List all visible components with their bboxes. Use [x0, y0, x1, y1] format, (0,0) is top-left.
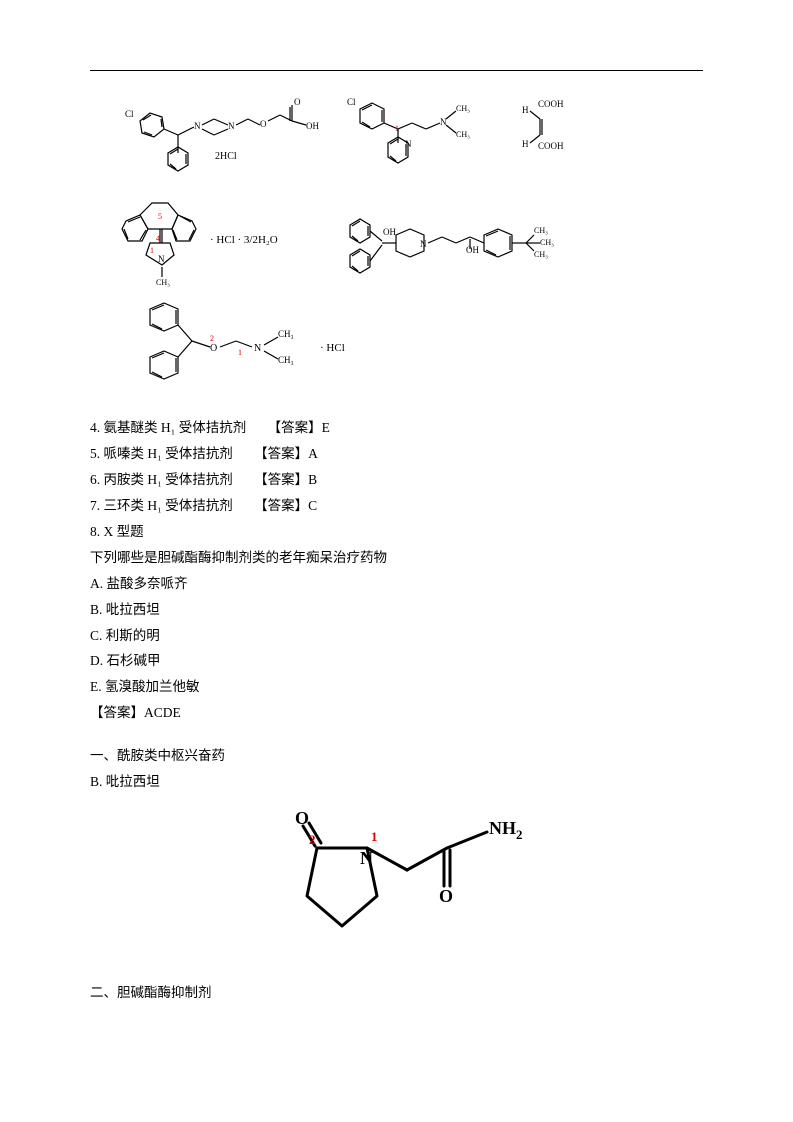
- svg-text:O: O: [210, 343, 217, 354]
- option-text: 盐酸多奈哌齐: [107, 576, 188, 591]
- answer-value: ACDE: [144, 705, 181, 720]
- piracetam-O2: O: [439, 886, 453, 906]
- question-8-header: 8. X 型题: [90, 521, 703, 544]
- svg-text:O: O: [260, 119, 267, 129]
- piracetam-NH: NH: [489, 818, 516, 838]
- q-text: 氨基醚类 H₁ 受体拮抗剂: [104, 420, 247, 435]
- q8-option-e: E. 氢溴酸加兰他敏: [90, 676, 703, 699]
- option-text: 吡拉西坦: [106, 774, 160, 789]
- answer-label: 【答案】: [254, 446, 308, 461]
- answer-label: 【答案】: [254, 472, 308, 487]
- q8-option-d: D. 石杉碱甲: [90, 650, 703, 673]
- header-rule: [90, 70, 703, 71]
- answer-label: 【答案】: [268, 420, 322, 435]
- svg-text:OH: OH: [306, 121, 319, 131]
- svg-text:H: H: [522, 139, 529, 149]
- svg-text:H: H: [522, 105, 529, 115]
- svg-text:NH2: NH2: [489, 818, 523, 842]
- struct1-salt-label: 2HCl: [215, 151, 237, 162]
- piracetam-svg: O O N NH2 1 2: [267, 808, 527, 958]
- q-text: 丙胺类 H₁ 受体拮抗剂: [104, 472, 233, 487]
- question-6: 6. 丙胺类 H₁ 受体拮抗剂 【答案】B: [90, 469, 703, 492]
- piracetam-pos1: 1: [371, 829, 378, 844]
- answer-value: A: [308, 446, 318, 461]
- q-num: 8.: [90, 524, 100, 539]
- q-type: X 型题: [104, 524, 144, 539]
- option-label: A.: [90, 576, 103, 591]
- q-num: 6.: [90, 472, 100, 487]
- svg-text:1: 1: [150, 246, 154, 255]
- question-7: 7. 三环类 H₁ 受体拮抗剂 【答案】C: [90, 495, 703, 518]
- option-text: 利斯的明: [106, 628, 160, 643]
- section-2-title: 二、胆碱酯酶抑制剂: [90, 982, 703, 1005]
- question-5: 5. 哌嗪类 H₁ 受体拮抗剂 【答案】A: [90, 443, 703, 466]
- chem-structures-block: Cl N N O: [120, 91, 703, 403]
- svg-text:CH₃: CH₃: [534, 226, 548, 235]
- svg-text:5: 5: [158, 212, 162, 221]
- svg-text:CH₃: CH₃: [540, 238, 554, 247]
- svg-text:OH: OH: [466, 245, 479, 255]
- struct5-salt: · HCl: [320, 342, 345, 354]
- chem-row-3: O 2 1 N CH₃ CH₃ · HCl: [120, 299, 440, 399]
- option-text: 石杉碱甲: [107, 653, 161, 668]
- q8-option-a: A. 盐酸多奈哌齐: [90, 573, 703, 596]
- option-label: D.: [90, 653, 103, 668]
- svg-text:N: N: [228, 121, 235, 131]
- questions-list: 4. 氨基醚类 H₁ 受体拮抗剂 【答案】E 5. 哌嗪类 H₁ 受体拮抗剂 【…: [90, 417, 703, 725]
- maleate-bot: COOH: [538, 141, 564, 151]
- svg-text:OH: OH: [383, 227, 396, 237]
- answer-value: C: [308, 498, 317, 513]
- svg-text:N: N: [158, 254, 165, 264]
- q-num: 5.: [90, 446, 100, 461]
- option-label: B.: [90, 774, 102, 789]
- svg-text:Cl: Cl: [125, 109, 134, 119]
- question-8-stem: 下列哪些是胆碱酯酶抑制剂类的老年痴呆治疗药物: [90, 547, 703, 570]
- svg-text:4: 4: [156, 234, 160, 243]
- svg-text:CH₃: CH₃: [278, 329, 294, 339]
- section-1-option: B. 吡拉西坦: [90, 771, 703, 794]
- svg-text:CH₃: CH₃: [156, 278, 170, 287]
- q8-option-c: C. 利斯的明: [90, 625, 703, 648]
- q8-option-b: B. 吡拉西坦: [90, 599, 703, 622]
- answer-value: B: [308, 472, 317, 487]
- answer-label: 【答案】: [90, 705, 144, 720]
- svg-text:1: 1: [238, 348, 242, 357]
- q8-answer: 【答案】ACDE: [90, 702, 703, 725]
- struct3-salt: · HCl · 3/2H₂O: [210, 234, 278, 246]
- svg-text:2: 2: [210, 334, 214, 343]
- maleate-top: COOH: [538, 99, 564, 109]
- q-text: 三环类 H₁ 受体拮抗剂: [104, 498, 233, 513]
- section-1-title: 一、酰胺类中枢兴奋药: [90, 745, 703, 768]
- piracetam-N: N: [360, 848, 373, 868]
- svg-text:CH₃: CH₃: [456, 104, 470, 113]
- page: Cl N N O: [0, 0, 793, 1078]
- option-text: 氢溴酸加兰他敏: [105, 679, 200, 694]
- option-label: E.: [90, 679, 102, 694]
- piracetam-NH2-sub: 2: [516, 827, 523, 842]
- svg-text:CH₃: CH₃: [534, 250, 548, 259]
- q-text: 哌嗪类 H₁ 受体拮抗剂: [104, 446, 233, 461]
- piracetam-O1: O: [295, 808, 309, 828]
- svg-text:N: N: [420, 239, 427, 249]
- q-num: 4.: [90, 420, 100, 435]
- option-label: B.: [90, 602, 102, 617]
- option-text: 吡拉西坦: [106, 602, 160, 617]
- svg-text:CH₃: CH₃: [456, 130, 470, 139]
- answer-value: E: [322, 420, 330, 435]
- svg-text:N: N: [254, 343, 261, 354]
- chem-row-2: 5 4 N 1 CH₃ · HCl · 3/2H₂O: [120, 185, 680, 295]
- piracetam-pos2: 2: [309, 832, 316, 847]
- svg-text:N: N: [194, 121, 201, 131]
- option-label: C.: [90, 628, 102, 643]
- svg-text:Cl: Cl: [347, 97, 356, 107]
- answer-label: 【答案】: [254, 498, 308, 513]
- svg-text:CH₃: CH₃: [278, 355, 294, 365]
- q-num: 7.: [90, 498, 100, 513]
- svg-text:O: O: [294, 97, 301, 107]
- piracetam-structure: O O N NH2 1 2: [90, 808, 703, 962]
- chem-row-1: Cl N N O: [120, 91, 640, 181]
- question-4: 4. 氨基醚类 H₁ 受体拮抗剂 【答案】E: [90, 417, 703, 440]
